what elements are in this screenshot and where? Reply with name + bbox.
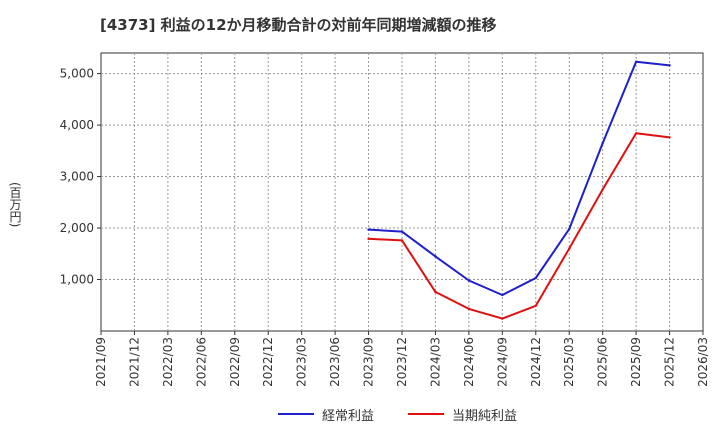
x-tick-label-2022-06: 2022/06 bbox=[194, 337, 208, 387]
series-1-point-2023-12 bbox=[400, 239, 404, 242]
legend-item-keijo: 経常利益 bbox=[278, 404, 374, 424]
plot-area bbox=[100, 52, 704, 332]
series-1-point-2025-12 bbox=[668, 136, 671, 139]
x-tick-label-2022-12: 2022/12 bbox=[261, 337, 275, 387]
series-0-point-2024-12 bbox=[534, 276, 537, 280]
y-tick-label-3000: 3,000 bbox=[60, 170, 94, 184]
x-tick-label-2021-09: 2021/09 bbox=[94, 337, 108, 387]
series-0-point-2025-06 bbox=[601, 141, 604, 145]
series-line-1 bbox=[368, 132, 670, 320]
x-tick-label-2024-03: 2024/03 bbox=[428, 337, 442, 387]
x-tick-label-2024-12: 2024/12 bbox=[529, 337, 543, 387]
series-0-point-2023-09 bbox=[367, 228, 370, 231]
series-0-point-2025-03 bbox=[568, 227, 571, 231]
legend-swatch-keijo bbox=[278, 413, 314, 415]
x-tick-label-2023-06: 2023/06 bbox=[328, 337, 342, 387]
series-1-point-2025-06 bbox=[601, 188, 604, 191]
x-tick-label-2022-09: 2022/09 bbox=[228, 337, 242, 387]
series-1-point-2023-09 bbox=[367, 237, 370, 241]
x-tick-label-2023-12: 2023/12 bbox=[395, 337, 409, 387]
x-tick-label-2024-09: 2024/09 bbox=[495, 337, 509, 387]
x-tick-label-2024-06: 2024/06 bbox=[462, 337, 476, 387]
chart-title: [4373] 利益の12か月移動合計の対前年同期増減額の推移 bbox=[100, 16, 497, 34]
x-tick-label-2023-03: 2023/03 bbox=[295, 337, 309, 387]
legend-item-junri: 当期純利益 bbox=[408, 404, 517, 424]
series-0-point-2025-09 bbox=[634, 60, 638, 63]
series-0-point-2024-09 bbox=[501, 293, 504, 297]
series-0-point-2024-03 bbox=[434, 255, 437, 258]
series-1-point-2024-06 bbox=[467, 307, 471, 311]
y-tick-label-2000: 2,000 bbox=[60, 221, 94, 235]
x-tick-label-2025-12: 2025/12 bbox=[663, 337, 677, 387]
series-0-point-2023-12 bbox=[400, 230, 404, 233]
legend-label-junri: 当期純利益 bbox=[452, 408, 518, 424]
x-tick-label-2025-09: 2025/09 bbox=[629, 337, 643, 387]
y-tick-label-1000: 1,000 bbox=[60, 273, 94, 287]
legend-swatch-junri bbox=[408, 413, 444, 415]
y-tick-label-5000: 5,000 bbox=[60, 67, 94, 81]
series-1-point-2025-03 bbox=[568, 247, 571, 250]
series-1-point-2024-12 bbox=[534, 304, 537, 307]
x-tick-label-2026-03: 2026/03 bbox=[696, 337, 710, 387]
y-tick-label-4000: 4,000 bbox=[60, 118, 94, 132]
series-1-point-2024-03 bbox=[434, 290, 437, 294]
x-tick-label-2025-06: 2025/06 bbox=[596, 337, 610, 387]
legend-label-keijo: 経常利益 bbox=[322, 408, 375, 424]
series-line-0 bbox=[368, 60, 670, 296]
series-1-point-2025-09 bbox=[634, 132, 638, 135]
x-tick-label-2021-12: 2021/12 bbox=[127, 337, 141, 387]
x-tick-label-2025-03: 2025/03 bbox=[562, 337, 576, 387]
y-axis-label: (百万円) bbox=[8, 182, 22, 228]
legend: 経常利益 当期純利益 bbox=[0, 404, 720, 424]
series-1-point-2024-09 bbox=[501, 317, 504, 320]
series-0-point-2024-06 bbox=[467, 279, 471, 282]
x-tick-label-2022-03: 2022/03 bbox=[161, 337, 175, 387]
x-tick-label-2023-09: 2023/09 bbox=[362, 337, 376, 387]
series-0-point-2025-12 bbox=[668, 64, 671, 67]
